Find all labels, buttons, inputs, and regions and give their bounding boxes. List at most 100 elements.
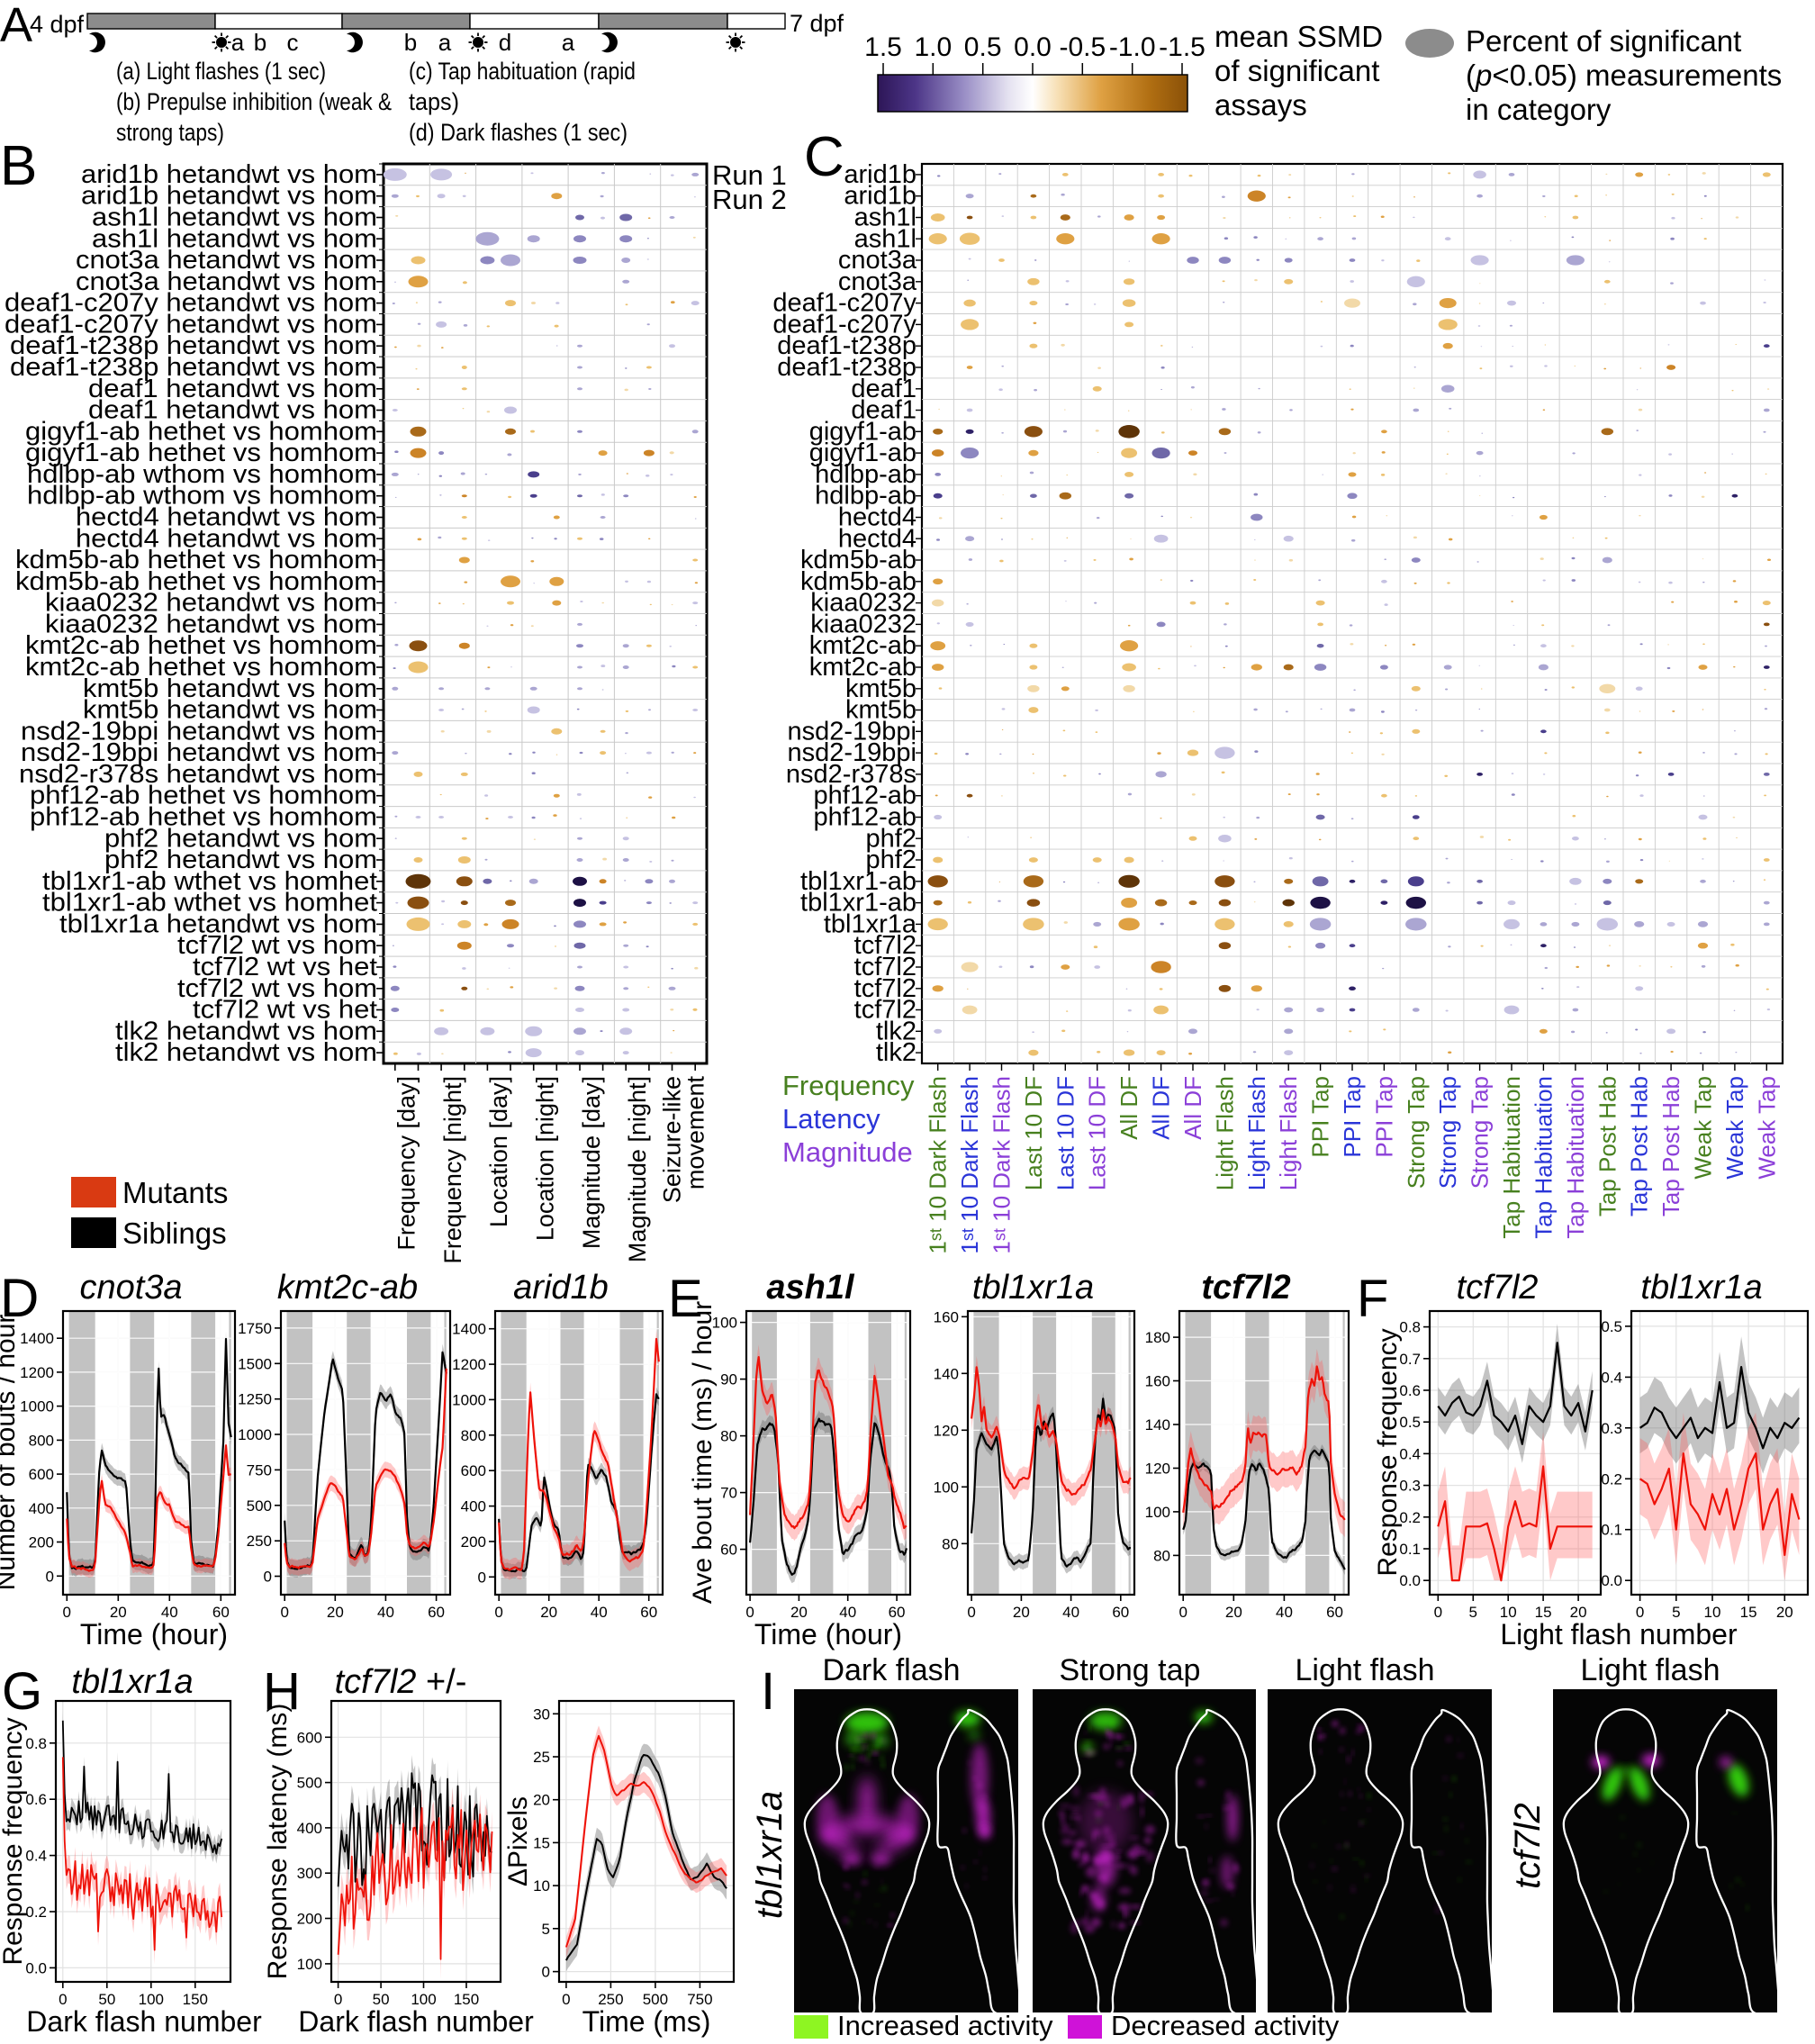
svg-text:1250: 1250	[238, 1391, 272, 1408]
svg-text:1.0: 1.0	[914, 32, 952, 62]
svg-text:a: a	[231, 29, 245, 56]
svg-text:gigyf1-ab hethet vs homhom: gigyf1-ab hethet vs homhom	[25, 417, 377, 446]
svg-text:tlk2 hetandwt vs hom: tlk2 hetandwt vs hom	[115, 1038, 377, 1067]
svg-text:20: 20	[533, 1792, 550, 1809]
svg-text:1500: 1500	[238, 1355, 272, 1372]
svg-text:150: 150	[183, 1991, 208, 2008]
svg-text:Time (hour): Time (hour)	[754, 1618, 902, 1651]
svg-text:tbl1xr1a: tbl1xr1a	[824, 909, 917, 938]
svg-text:Weak Tap: Weak Tap	[1753, 1076, 1780, 1180]
svg-text:kiaa0232 hetandwt vs hom: kiaa0232 hetandwt vs hom	[45, 589, 377, 618]
svg-text:Last 10 DF: Last 10 DF	[1084, 1076, 1111, 1190]
svg-text:b: b	[404, 29, 417, 56]
svg-text:kmt5b hetandwt vs hom: kmt5b hetandwt vs hom	[83, 674, 377, 703]
svg-text:d: d	[499, 29, 511, 56]
svg-text:A: A	[0, 0, 32, 52]
svg-text:nsd2-19bpi hetandwt vs hom: nsd2-19bpi hetandwt vs hom	[21, 738, 377, 767]
svg-text:Mutants: Mutants	[122, 1176, 228, 1209]
svg-text:0: 0	[494, 1604, 502, 1621]
svg-text:60: 60	[889, 1604, 906, 1621]
svg-text:1000: 1000	[238, 1426, 272, 1443]
svg-text:kdm5b-ab hethet vs homhom: kdm5b-ab hethet vs homhom	[15, 567, 377, 596]
svg-text:Magnitude: Magnitude	[782, 1136, 913, 1168]
svg-text:of significant: of significant	[1215, 54, 1379, 87]
svg-text:tbl1xr1-ab wthet vs homhet: tbl1xr1-ab wthet vs homhet	[42, 889, 377, 918]
svg-text:1750: 1750	[238, 1320, 272, 1337]
svg-text:kdm5b-ab: kdm5b-ab	[800, 546, 917, 574]
svg-text:tcf7l2 +/-: tcf7l2 +/-	[335, 1663, 467, 1701]
svg-text:100: 100	[297, 1956, 322, 1973]
svg-text:100: 100	[934, 1479, 959, 1496]
svg-text:Light Flash: Light Flash	[1211, 1076, 1238, 1190]
svg-text:100: 100	[139, 1991, 164, 2008]
svg-text:15: 15	[1535, 1604, 1552, 1621]
svg-text:Dark flash number: Dark flash number	[26, 2005, 262, 2038]
svg-text:tlk2 hetandwt vs hom: tlk2 hetandwt vs hom	[115, 1017, 377, 1045]
svg-text:D: D	[0, 1268, 39, 1328]
svg-text:600: 600	[297, 1729, 322, 1746]
svg-text:phf12-ab: phf12-ab	[814, 782, 917, 810]
svg-text:1.5: 1.5	[864, 32, 902, 62]
svg-text:tcf7l2: tcf7l2	[854, 996, 917, 1025]
svg-text:Light flash: Light flash	[1581, 1653, 1720, 1687]
svg-text:hdlbp-ab: hdlbp-ab	[815, 460, 917, 489]
svg-text:5: 5	[1469, 1604, 1477, 1621]
svg-text:kdm5b-ab: kdm5b-ab	[800, 567, 917, 596]
svg-text:Latency: Latency	[782, 1103, 880, 1135]
svg-text:Last 10 DF: Last 10 DF	[1052, 1076, 1079, 1190]
svg-text:0.2: 0.2	[1399, 1509, 1421, 1526]
svg-text:arid1b: arid1b	[513, 1269, 609, 1307]
svg-text:cnot3a: cnot3a	[838, 267, 917, 296]
svg-text:0.0: 0.0	[1014, 32, 1052, 62]
svg-text:250: 250	[598, 1991, 623, 2008]
svg-text:Time (ms): Time (ms)	[582, 2005, 711, 2038]
svg-text:600: 600	[29, 1466, 54, 1483]
svg-text:Frequency [night]: Frequency [night]	[439, 1076, 466, 1264]
svg-text:G: G	[2, 1662, 42, 1721]
svg-text:1st 10 Dark Flash: 1st 10 Dark Flash	[956, 1076, 983, 1254]
svg-text:PPI Tap: PPI Tap	[1307, 1076, 1334, 1158]
svg-text:kiaa0232: kiaa0232	[810, 589, 917, 618]
svg-text:60: 60	[428, 1604, 445, 1621]
svg-text:120: 120	[1145, 1460, 1170, 1477]
svg-text:60: 60	[212, 1604, 230, 1621]
svg-text:40: 40	[591, 1604, 608, 1621]
svg-text:(a) Light flashes (1 sec): (a) Light flashes (1 sec)	[116, 58, 326, 85]
svg-text:gigyf1-ab: gigyf1-ab	[809, 417, 917, 446]
svg-text:1000: 1000	[20, 1398, 54, 1415]
svg-text:kiaa0232: kiaa0232	[810, 610, 917, 638]
svg-text:tbl1xr1a: tbl1xr1a	[71, 1663, 193, 1701]
svg-text:PPI Tap: PPI Tap	[1370, 1076, 1397, 1158]
svg-text:0: 0	[264, 1569, 272, 1586]
svg-text:kiaa0232 hetandwt vs hom: kiaa0232 hetandwt vs hom	[45, 610, 377, 638]
svg-text:Light Flash: Light Flash	[1275, 1076, 1302, 1190]
svg-text:0.0: 0.0	[1601, 1572, 1622, 1589]
svg-text:hectd4: hectd4	[838, 502, 917, 531]
svg-text:kmt5b: kmt5b	[845, 674, 917, 703]
svg-text:5: 5	[1672, 1604, 1680, 1621]
svg-text:250: 250	[247, 1533, 272, 1550]
svg-text:ash1l: ash1l	[766, 1269, 855, 1307]
svg-text:0: 0	[542, 1964, 550, 1981]
svg-text:0.2: 0.2	[1601, 1470, 1622, 1488]
svg-text:7 dpf: 7 dpf	[790, 10, 844, 37]
svg-text:ash1l hetandwt vs hom: ash1l hetandwt vs hom	[92, 224, 377, 253]
svg-text:50: 50	[373, 1991, 390, 2008]
svg-text:movement: movement	[682, 1076, 709, 1190]
svg-text:ash1l hetandwt vs hom: ash1l hetandwt vs hom	[92, 203, 377, 231]
svg-text:kmt2c-ab: kmt2c-ab	[809, 653, 917, 682]
svg-text:Strong Tap: Strong Tap	[1434, 1076, 1461, 1189]
svg-text:kmt5b: kmt5b	[845, 696, 917, 725]
svg-text:nsd2-r378s: nsd2-r378s	[786, 760, 917, 789]
svg-text:0.8: 0.8	[1399, 1319, 1421, 1336]
svg-text:1400: 1400	[20, 1330, 54, 1347]
svg-text:Light flash: Light flash	[1296, 1653, 1435, 1687]
svg-text:0.5: 0.5	[1399, 1414, 1421, 1431]
svg-text:nsd2-r378s hetandwt vs hom: nsd2-r378s hetandwt vs hom	[19, 760, 377, 789]
svg-text:40: 40	[377, 1604, 394, 1621]
svg-text:(b) Prepulse inhibition (weak: (b) Prepulse inhibition (weak &	[116, 88, 392, 115]
svg-text:Strong Tap: Strong Tap	[1467, 1076, 1494, 1189]
svg-text:ash1l: ash1l	[854, 203, 917, 231]
svg-text:hectd4: hectd4	[838, 524, 917, 553]
svg-text:0: 0	[1178, 1604, 1187, 1621]
